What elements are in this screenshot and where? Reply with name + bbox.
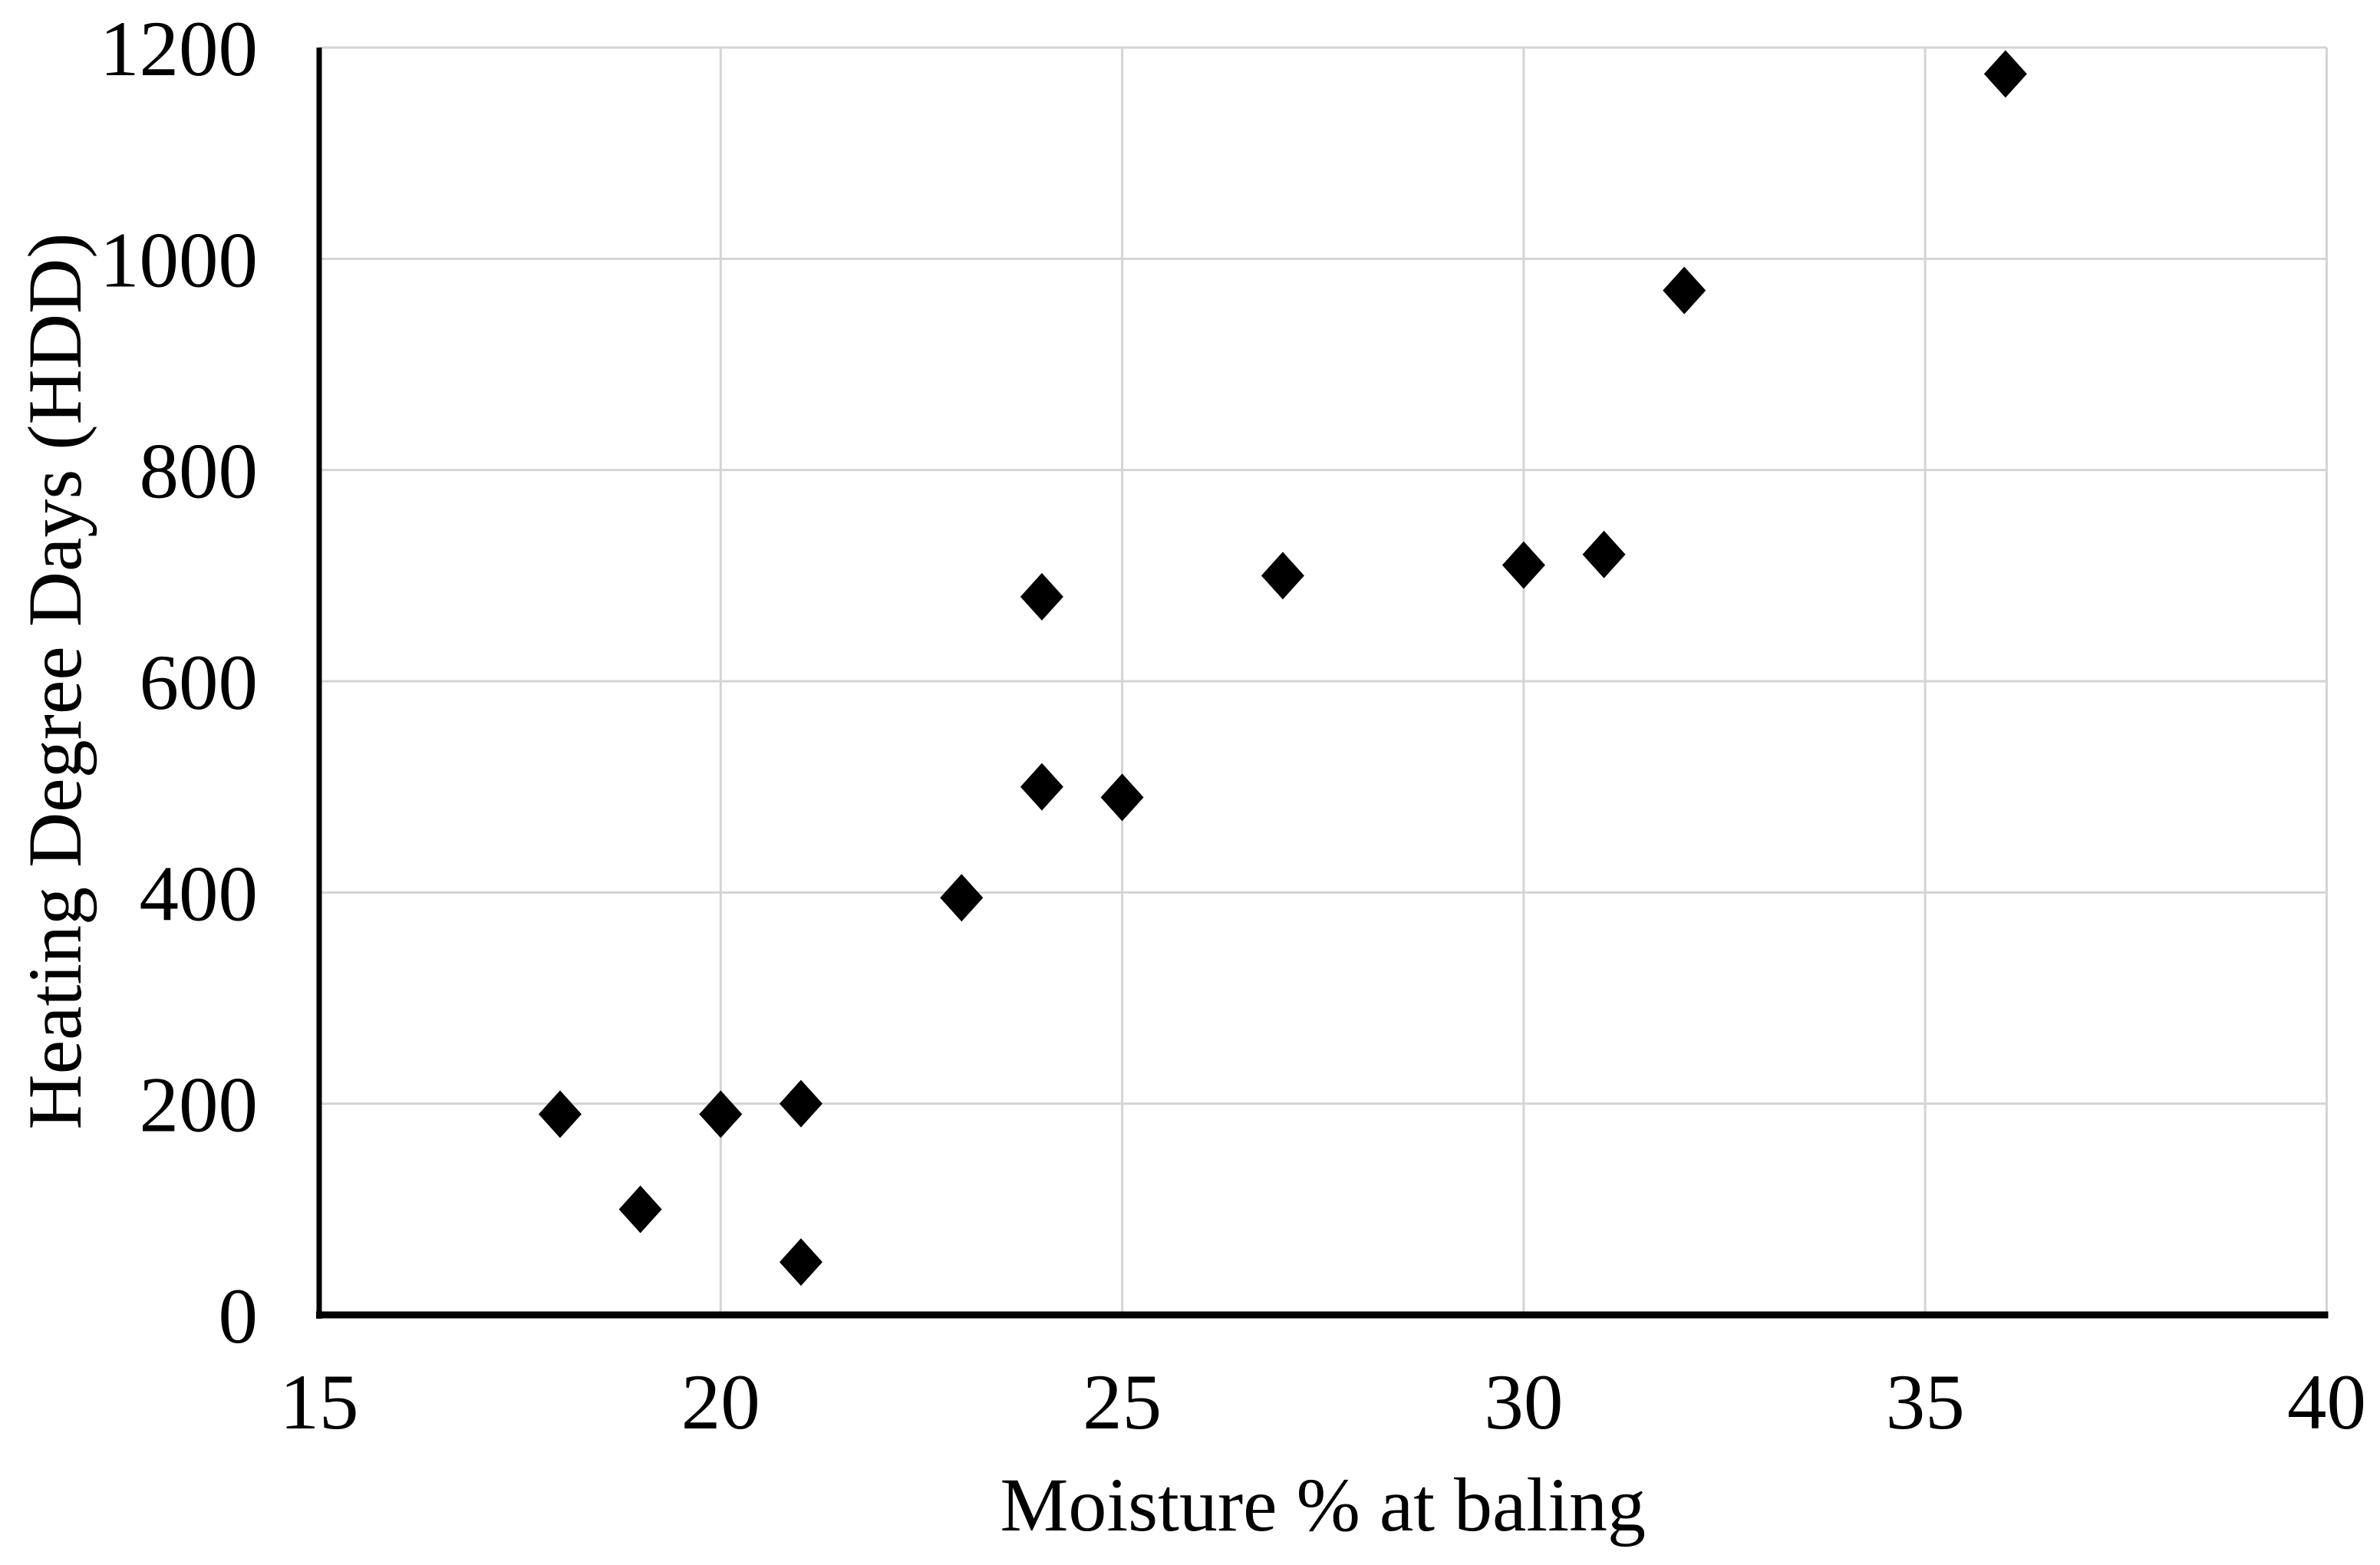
data-point-diamond — [1983, 50, 2027, 98]
x-axis-title: Moisture % at baling — [1000, 1462, 1646, 1547]
x-tick-label: 20 — [681, 1359, 760, 1446]
axes — [316, 48, 2329, 1319]
y-tick-label: 1200 — [100, 5, 258, 93]
y-tick-label: 400 — [140, 850, 259, 937]
data-point-diamond — [1020, 572, 1063, 621]
data-point-diamond — [1582, 530, 1626, 578]
data-point-diamond — [1261, 552, 1304, 600]
y-tick-label: 800 — [140, 428, 259, 516]
y-tick-label: 1000 — [100, 216, 258, 304]
tick-labels: 0 200 400 600 800 1000 1200 15 20 25 30 35 40 — [100, 5, 2366, 1446]
x-tick-label: 30 — [1484, 1359, 1563, 1446]
y-tick-label: 200 — [140, 1062, 259, 1149]
data-point-diamond — [1100, 773, 1144, 822]
data-point-diamond — [779, 1238, 822, 1287]
x-tick-label: 25 — [1083, 1359, 1162, 1446]
data-point-diamond — [618, 1185, 662, 1234]
data-point-diamond — [538, 1090, 582, 1138]
data-point-diamond — [1020, 763, 1063, 811]
data-point-diamond — [1663, 266, 1706, 315]
data-point-diamond — [940, 874, 984, 922]
data-point-diamond — [699, 1090, 743, 1138]
gridlines — [319, 46, 2328, 1315]
y-tick-label: 600 — [140, 639, 259, 726]
data-point-diamond — [1502, 541, 1545, 589]
x-tick-label: 15 — [280, 1359, 359, 1446]
y-tick-label: 0 — [219, 1273, 259, 1360]
x-tick-label: 35 — [1886, 1359, 1965, 1446]
x-tick-label: 40 — [2287, 1359, 2366, 1446]
y-axis-title: Heating Degree Days (HDD) — [12, 233, 97, 1130]
data-point-diamond — [779, 1079, 822, 1128]
data-points — [538, 50, 2027, 1287]
